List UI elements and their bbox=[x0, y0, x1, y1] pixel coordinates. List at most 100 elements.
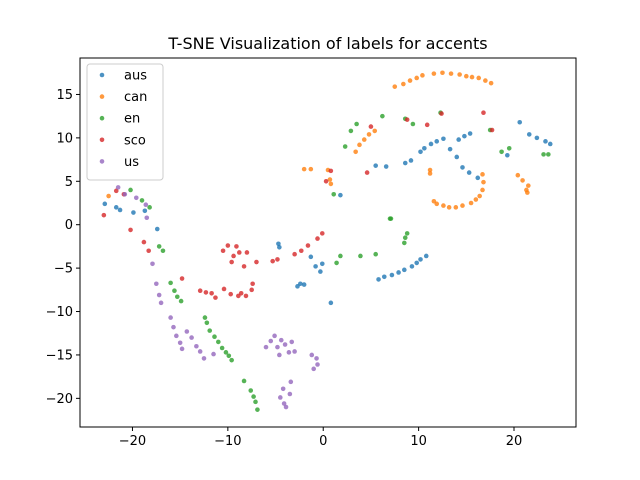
point-aus bbox=[117, 207, 123, 213]
point-can bbox=[328, 181, 334, 187]
point-aus bbox=[338, 192, 343, 198]
point-sco bbox=[220, 248, 226, 254]
point-us bbox=[144, 215, 150, 221]
point-us bbox=[263, 344, 269, 350]
point-en bbox=[248, 388, 254, 393]
point-en bbox=[404, 231, 410, 236]
point-aus bbox=[301, 282, 307, 287]
point-can bbox=[488, 80, 494, 86]
point-sco bbox=[481, 110, 486, 115]
point-sco bbox=[203, 290, 209, 295]
point-sco bbox=[197, 288, 203, 293]
legend-marker-aus bbox=[99, 72, 105, 78]
point-sco bbox=[209, 290, 214, 296]
point-can bbox=[372, 128, 378, 134]
series-can bbox=[106, 70, 531, 210]
point-en bbox=[373, 251, 378, 257]
point-sco bbox=[128, 227, 133, 233]
point-can bbox=[440, 70, 445, 76]
points-layer bbox=[101, 70, 553, 412]
chart-title: T-SNE Visualization of labels for accent… bbox=[167, 34, 487, 53]
point-aus bbox=[466, 170, 472, 175]
point-us bbox=[314, 356, 319, 361]
point-en bbox=[168, 280, 173, 286]
point-aus bbox=[428, 141, 434, 147]
point-us bbox=[201, 356, 207, 361]
point-sco bbox=[236, 250, 242, 255]
point-sco bbox=[305, 243, 311, 248]
series-sco bbox=[101, 110, 495, 300]
x-tick-label: 0 bbox=[319, 434, 327, 449]
point-us bbox=[281, 401, 287, 406]
point-en bbox=[223, 350, 229, 355]
point-can bbox=[477, 193, 482, 199]
point-aus bbox=[460, 165, 465, 170]
point-en bbox=[380, 113, 385, 119]
point-sco bbox=[315, 236, 320, 241]
point-can bbox=[525, 190, 530, 195]
legend-marker-sco bbox=[99, 137, 105, 143]
point-sco bbox=[254, 259, 259, 265]
point-en bbox=[139, 198, 145, 203]
point-aus bbox=[418, 257, 423, 262]
point-can bbox=[357, 142, 362, 148]
point-aus bbox=[131, 210, 136, 215]
point-sco bbox=[249, 287, 254, 293]
point-en bbox=[212, 334, 217, 340]
point-sco bbox=[146, 248, 151, 254]
point-aus bbox=[396, 270, 401, 275]
point-en bbox=[354, 121, 359, 127]
legend-label-us: us bbox=[124, 155, 139, 170]
point-aus bbox=[462, 133, 467, 139]
point-en bbox=[334, 260, 339, 266]
point-us bbox=[211, 351, 216, 357]
point-us bbox=[315, 362, 320, 367]
point-sco bbox=[234, 244, 239, 249]
point-aus bbox=[319, 261, 325, 267]
point-en bbox=[216, 339, 221, 345]
point-en bbox=[174, 294, 180, 300]
point-aus bbox=[381, 274, 387, 280]
point-can bbox=[526, 183, 531, 188]
point-aus bbox=[389, 272, 395, 278]
point-aus bbox=[475, 175, 481, 181]
point-sco bbox=[225, 243, 231, 248]
point-en bbox=[147, 205, 152, 210]
point-us bbox=[177, 340, 183, 346]
point-aus bbox=[373, 163, 378, 168]
point-sco bbox=[439, 111, 444, 116]
point-us bbox=[122, 192, 128, 197]
point-us bbox=[179, 346, 185, 352]
y-tick-label: 10 bbox=[56, 131, 73, 146]
point-sco bbox=[489, 127, 495, 133]
point-us bbox=[277, 352, 282, 358]
point-en bbox=[219, 345, 225, 351]
point-sco bbox=[241, 264, 247, 269]
point-can bbox=[427, 167, 433, 173]
point-can bbox=[392, 84, 398, 89]
point-can bbox=[353, 149, 358, 155]
legend-label-sco: sco bbox=[124, 133, 146, 148]
point-us bbox=[115, 185, 121, 190]
point-aus bbox=[454, 154, 460, 160]
point-en bbox=[342, 144, 348, 149]
point-sco bbox=[238, 290, 244, 296]
point-sco bbox=[244, 250, 250, 255]
point-aus bbox=[402, 160, 408, 166]
point-aus bbox=[534, 135, 540, 141]
y-tick-label: 0 bbox=[65, 218, 73, 233]
legend-marker-can bbox=[99, 94, 105, 99]
point-en bbox=[202, 315, 208, 320]
point-can bbox=[427, 171, 433, 176]
point-aus bbox=[376, 277, 381, 282]
point-sco bbox=[368, 124, 374, 129]
point-sco bbox=[101, 212, 107, 218]
point-aus bbox=[277, 244, 282, 250]
point-aus bbox=[113, 205, 119, 210]
point-us bbox=[289, 339, 295, 345]
point-can bbox=[480, 172, 485, 177]
point-en bbox=[506, 146, 512, 151]
point-sco bbox=[424, 122, 430, 128]
point-can bbox=[327, 177, 333, 182]
